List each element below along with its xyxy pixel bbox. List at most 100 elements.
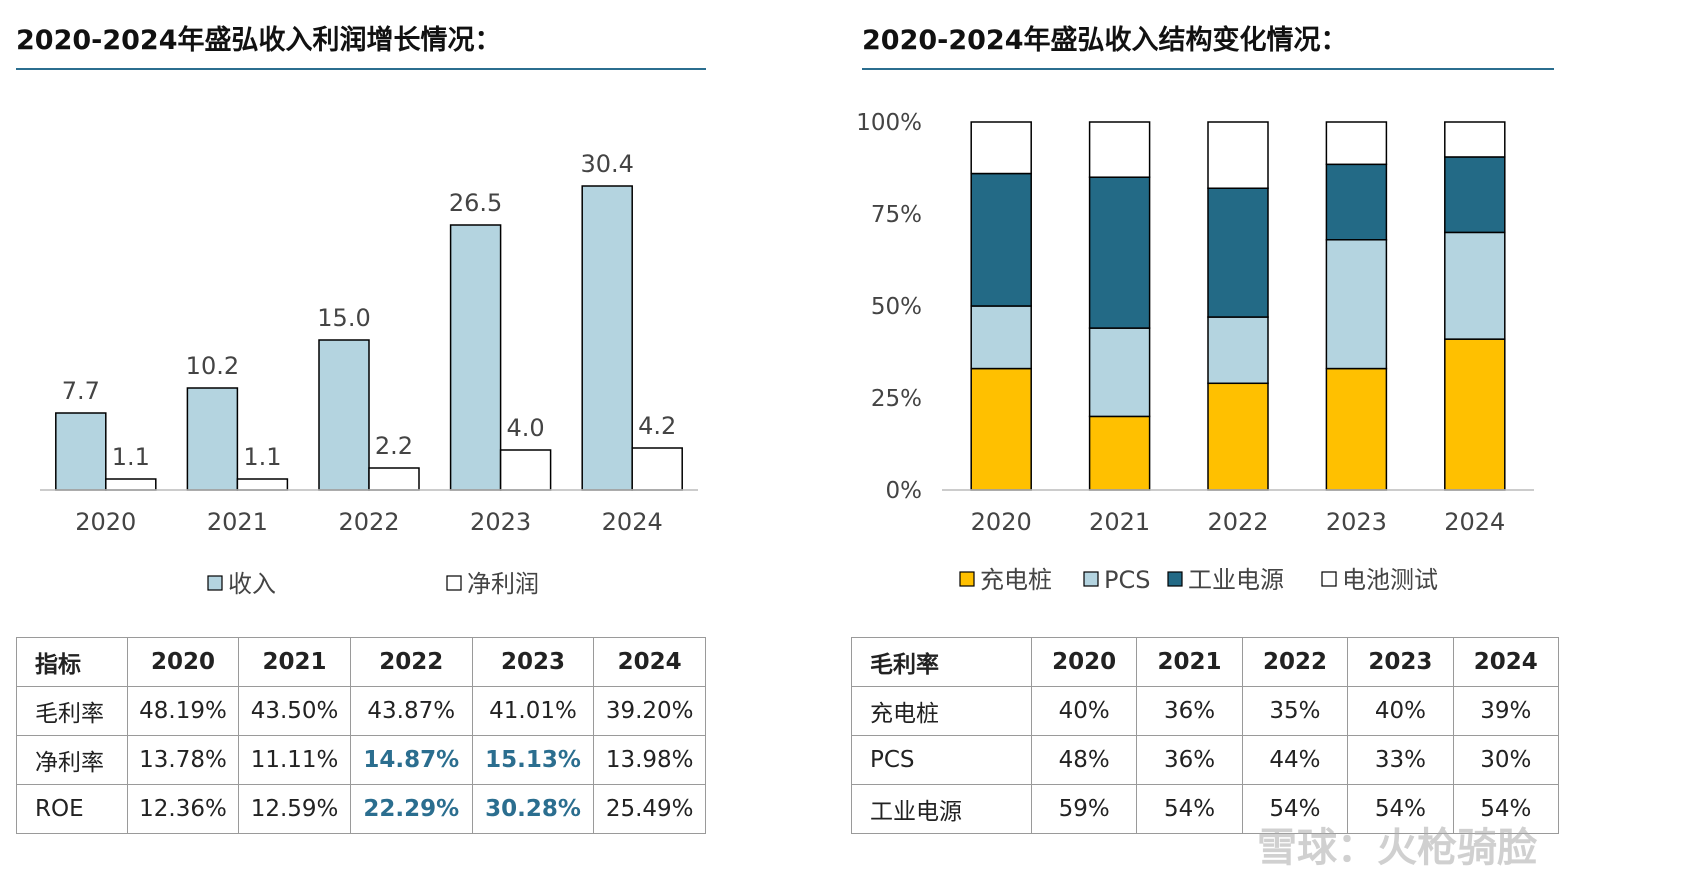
table-header-row: 毛利率 2020 2021 2022 2023 2024 [851,637,1560,687]
x-tick-label: 2020 [75,508,136,536]
data-label: 1.1 [112,443,150,471]
table-row: 充电桩 40% 36% 35% 40% 39% [851,686,1560,736]
table-header-cell: 2020 [126,637,240,687]
table-cell: 54% [1452,784,1560,834]
stacked-segment [1444,231,1506,340]
table-cell: 39% [1452,686,1560,736]
table-header-cell: 2023 [471,637,595,687]
table-cell: 工业电源 [851,784,1032,834]
data-label: 2.2 [375,432,413,460]
data-label: 7.7 [62,377,100,405]
legend-label: 收入 [228,570,276,598]
table-header-cell: 2024 [1452,637,1560,687]
table-header-cell: 2021 [1136,637,1243,687]
legend-swatch [1167,571,1183,587]
table-cell: 44% [1241,735,1349,785]
x-tick-label: 2021 [1089,508,1150,536]
data-label: 4.0 [507,414,545,442]
table-cell: 54% [1136,784,1243,834]
stacked-segment [1088,415,1151,491]
table-cell: 33% [1347,735,1454,785]
stacked-segment [970,121,1032,175]
revenue-bar [581,185,633,491]
data-label: 30.4 [580,150,633,178]
legend-label: 工业电源 [1188,566,1284,594]
x-tick-label: 2022 [1207,508,1268,536]
stacked-segment [1325,121,1388,166]
stacked-segment [970,305,1032,370]
right-chart-title: 2020-2024年盛弘收入结构变化情况： [862,25,1348,56]
table-cell: 充电桩 [851,686,1032,736]
stacked-segment [1207,316,1269,385]
x-tick-label: 2024 [1444,508,1505,536]
table-header-cell: 2022 [349,637,473,687]
table-header-cell: 指标 [16,637,128,687]
table-cell: 48.19% [126,686,240,736]
stacked-segment [1088,176,1151,329]
table-cell: 毛利率 [16,686,128,736]
stacked-segment [1207,187,1269,318]
legend-swatch [1321,571,1337,587]
right-margin-table: 毛利率 2020 2021 2022 2023 2024 充电桩 40% 36%… [851,637,1560,834]
stacked-segment [1088,327,1151,418]
stacked-segment [1325,367,1388,491]
table-cell: PCS [851,735,1032,785]
legend-swatch [446,575,462,591]
table-cell: 54% [1347,784,1454,834]
y-tick-label: 50% [871,294,922,320]
net-profit-bar [236,478,289,491]
stacked-segment [970,367,1032,491]
table-cell: 净利率 [16,735,128,785]
stacked-segment [1444,338,1506,491]
net-profit-bar [631,447,683,491]
legend-swatch [959,571,975,587]
table-cell: 43.87% [349,686,473,736]
stacked-segment [1207,382,1269,491]
table-row: 毛利率 48.19% 43.50% 43.87% 41.01% 39.20% [16,686,706,736]
table-cell-highlight: 15.13% [471,735,595,785]
net-profit-bar [105,478,157,491]
left-metrics-table: 指标 2020 2021 2022 2023 2024 毛利率 48.19% 4… [16,637,706,834]
stacked-segment [1444,121,1506,158]
table-row: PCS 48% 36% 44% 33% 30% [851,735,1560,785]
legend-label: 电池测试 [1342,566,1438,594]
revenue-bar [318,339,370,491]
stacked-segment [1325,239,1388,370]
table-cell: 59% [1030,784,1138,834]
table-cell: 13.98% [593,735,706,785]
data-label: 15.0 [317,304,370,332]
table-cell-highlight: 22.29% [349,784,473,834]
table-cell: 39.20% [593,686,706,736]
table-cell: 36% [1136,686,1243,736]
x-tick-label: 2021 [207,508,268,536]
table-header-cell: 2023 [1347,637,1454,687]
table-header-cell: 2024 [593,637,706,687]
table-row: 净利率 13.78% 11.11% 14.87% 15.13% 13.98% [16,735,706,785]
watermark-text: 雪球：火枪骑脸 [1257,825,1537,871]
table-cell: 40% [1030,686,1138,736]
x-tick-label: 2022 [338,508,399,536]
table-header-cell: 2021 [238,637,351,687]
y-tick-label: 25% [871,386,922,412]
y-tick-label: 100% [856,110,922,136]
right-title-rule [862,68,1554,70]
stacked-segment [1325,163,1388,241]
stacked-segment [1207,121,1269,189]
table-cell: 13.78% [126,735,240,785]
data-label: 4.2 [638,412,676,440]
legend-swatch [207,575,223,591]
stacked-segment [1088,121,1151,178]
table-header-row: 指标 2020 2021 2022 2023 2024 [16,637,706,687]
table-cell: 11.11% [238,735,351,785]
table-row: 工业电源 59% 54% 54% 54% 54% [851,784,1560,834]
table-cell: 41.01% [471,686,595,736]
revenue-structure-chart: 0% 25% 50% 75% 100% 2020 2021 2022 2023 2024 充电桩 PC… [856,110,1534,594]
table-header-cell: 毛利率 [851,637,1032,687]
x-tick-label: 2023 [1326,508,1387,536]
data-label: 10.2 [186,352,239,380]
stacked-segment [1444,156,1506,234]
revenue-bar [186,387,239,491]
table-cell: 12.36% [126,784,240,834]
table-header-cell: 2020 [1030,637,1138,687]
legend-label: 净利润 [467,570,539,598]
